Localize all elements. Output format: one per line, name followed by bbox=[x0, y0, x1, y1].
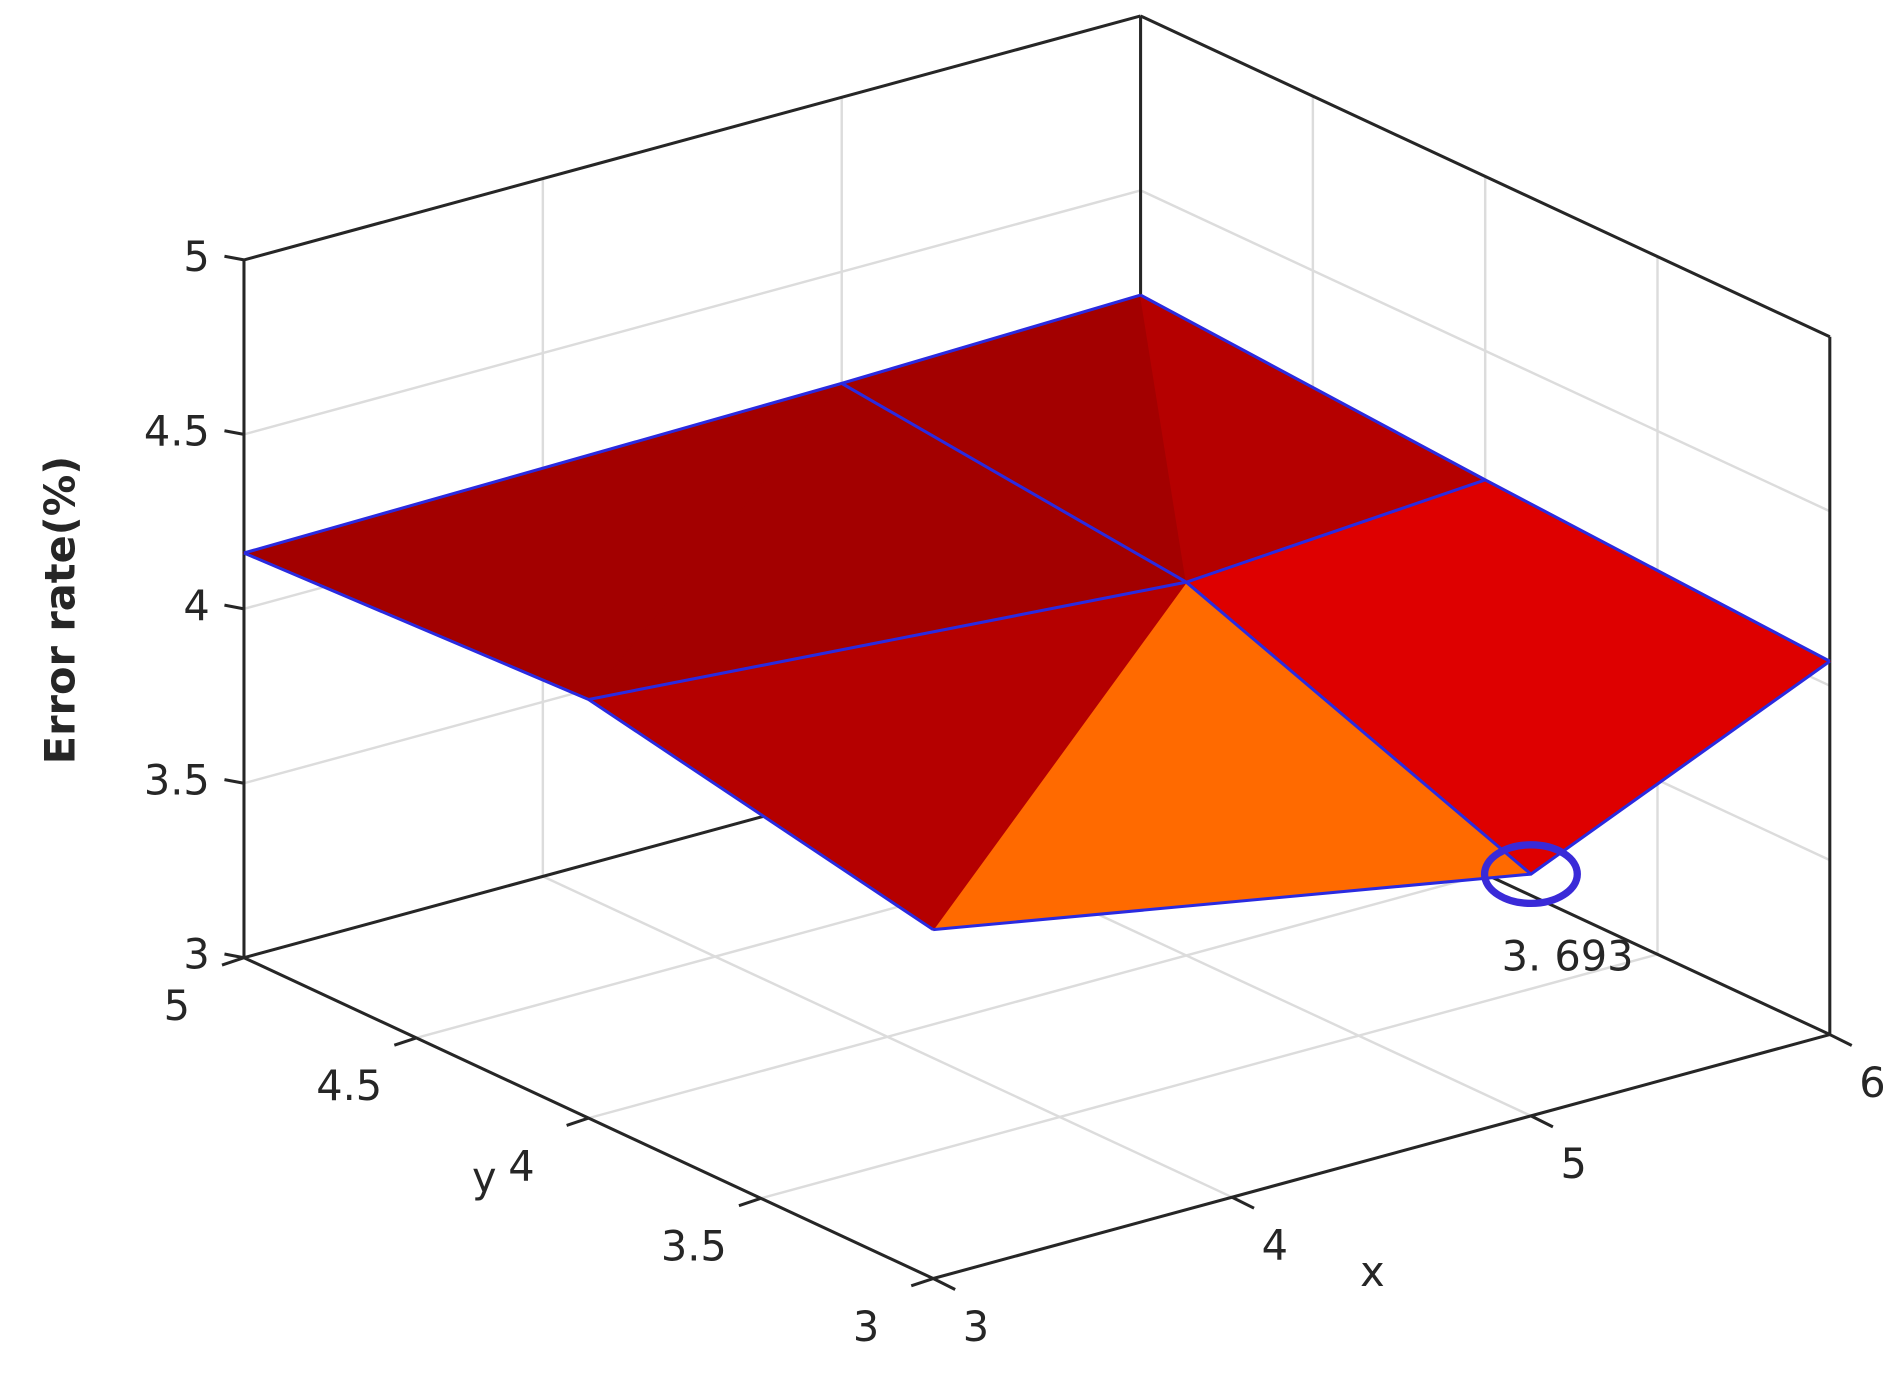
grid-line bbox=[760, 953, 1658, 1200]
y-axis-label: y bbox=[472, 1154, 497, 1202]
y-tick-label: 5 bbox=[164, 982, 190, 1030]
z-tick-label: 5 bbox=[183, 233, 209, 281]
axis-box-edge bbox=[1139, 14, 1831, 339]
z-tick bbox=[224, 603, 245, 611]
surface-edge bbox=[840, 382, 1532, 876]
x-tick-label: 5 bbox=[1560, 1140, 1586, 1188]
x-tick-label: 3 bbox=[963, 1303, 989, 1351]
grid-line bbox=[243, 189, 1141, 436]
grid-line bbox=[1140, 189, 1831, 513]
axis-box-edge bbox=[932, 1033, 1831, 1280]
grid-line bbox=[588, 872, 1486, 1120]
y-tick bbox=[910, 1277, 934, 1288]
x-tick bbox=[1530, 1114, 1554, 1129]
y-tick bbox=[393, 1036, 417, 1047]
z-tick bbox=[224, 254, 245, 262]
y-tick-label: 4 bbox=[508, 1142, 534, 1190]
y-tick-label: 3.5 bbox=[661, 1223, 727, 1271]
z-tick bbox=[224, 429, 245, 436]
x-tick bbox=[1231, 1195, 1255, 1210]
y-tick bbox=[738, 1196, 762, 1208]
x-tick bbox=[1829, 1033, 1853, 1047]
z-tick-label: 4.5 bbox=[144, 407, 210, 455]
z-tick-label: 4 bbox=[183, 582, 209, 630]
axis-box-edge bbox=[243, 14, 1141, 262]
z-tick-label: 3.5 bbox=[144, 756, 210, 804]
x-tick-label: 4 bbox=[1262, 1221, 1288, 1269]
y-tick bbox=[221, 956, 245, 967]
x-axis-label: x bbox=[1360, 1248, 1385, 1296]
z-tick-label: 3 bbox=[183, 931, 209, 979]
z-axis-label: Error rate(%) bbox=[36, 456, 84, 764]
y-tick-label: 4.5 bbox=[316, 1062, 382, 1110]
z-tick bbox=[224, 778, 245, 785]
annotation: 3. 693 bbox=[1502, 932, 1634, 980]
x-tick bbox=[932, 1277, 956, 1291]
y-tick-label: 3 bbox=[853, 1303, 879, 1351]
min-marker bbox=[1480, 841, 1581, 908]
x-tick-label: 6 bbox=[1859, 1059, 1885, 1107]
surface-edge bbox=[243, 551, 935, 931]
surface-edge bbox=[1139, 293, 1831, 663]
z-tick bbox=[224, 952, 245, 960]
y-tick bbox=[566, 1116, 590, 1127]
